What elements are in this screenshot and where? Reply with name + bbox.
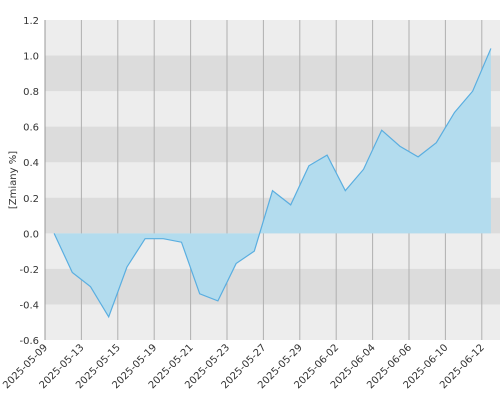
y-tick-label: 1.2 [23, 16, 39, 27]
y-tick-label: 0.2 [23, 194, 39, 205]
y-tick-label: 0.0 [23, 229, 39, 240]
y-tick-label: 0.8 [23, 87, 39, 98]
y-tick-label: 0.4 [23, 158, 39, 169]
y-tick-label: -0.2 [19, 265, 39, 276]
line [53, 48, 492, 319]
y-tick-label: 1.0 [23, 52, 39, 63]
area-fill [54, 48, 491, 317]
y-axis-label: [Zmiany %] [8, 151, 19, 209]
y-tick-label: -0.6 [19, 336, 39, 347]
y-tick-label: 0.6 [23, 123, 39, 134]
grid-band [45, 55, 500, 92]
y-tick-label: -0.4 [19, 300, 39, 311]
